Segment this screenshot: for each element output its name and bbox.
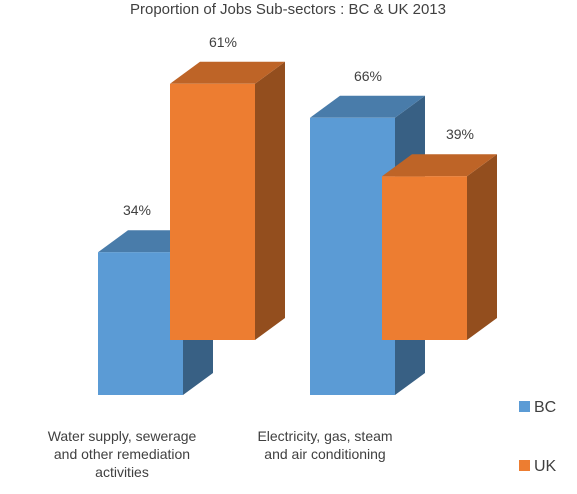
category-label: Electricity, gas, steam and air condition… [257, 428, 392, 462]
bar-front [382, 176, 467, 340]
legend-label: BC [534, 399, 556, 416]
bar-side [467, 154, 497, 340]
legend-swatch [519, 401, 530, 412]
bar-uk-1 [382, 154, 497, 340]
bar-top [382, 154, 497, 177]
bars-layer [98, 61, 497, 396]
legend-item-bc: BC [519, 399, 556, 416]
bar-front [310, 117, 395, 396]
data-labels-layer: 34% 66% 61% 39% [123, 34, 474, 218]
bar-side [255, 61, 285, 341]
category-labels-layer: Water supply, sewerage and other remediat… [48, 428, 393, 480]
bar-uk-0 [170, 61, 285, 341]
bar-front [170, 83, 255, 341]
data-label: 66% [354, 68, 382, 84]
legend-label: UK [534, 458, 557, 475]
bar-top [170, 61, 285, 84]
bar-top [310, 95, 425, 118]
data-label: 61% [209, 34, 237, 50]
data-label: 39% [446, 126, 474, 142]
legend-swatch [519, 460, 530, 471]
data-label: 34% [123, 202, 151, 218]
legend: BC UK [519, 399, 557, 475]
legend-item-uk: UK [519, 458, 557, 475]
bar-front [98, 252, 183, 395]
category-label: Water supply, sewerage and other remediat… [48, 428, 197, 480]
chart-title: Proportion of Jobs Sub-sectors : BC & UK… [130, 1, 446, 18]
